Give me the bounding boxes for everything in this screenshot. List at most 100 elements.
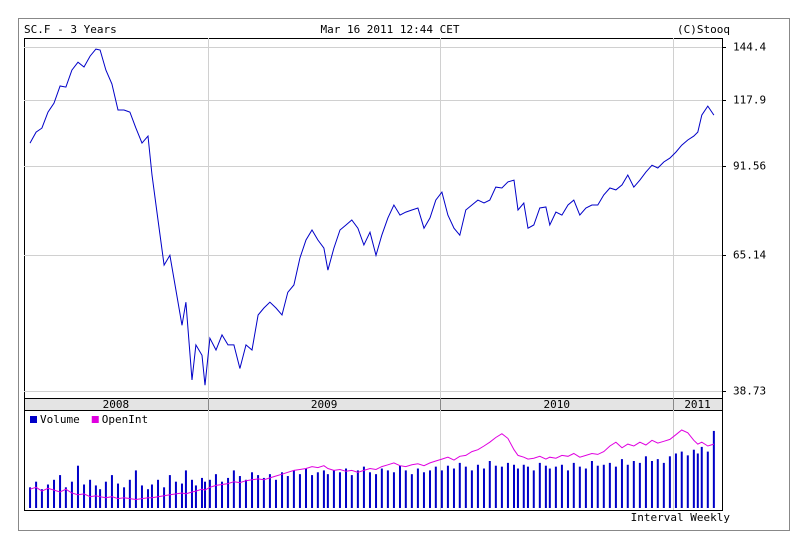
volume-bar [238,476,241,508]
volume-bar [706,451,709,508]
y-tick-label: 117.9 [733,94,766,107]
volume-bar [208,479,211,508]
y-tick-label: 144.4 [733,41,766,54]
legend-swatch [91,416,99,423]
volume-bar [494,465,497,508]
volume-bar [560,464,563,508]
volume-bar [345,468,348,508]
volume-bar [516,468,519,508]
volume-bar [64,487,67,508]
volume-bar [200,477,203,508]
volume-bar [458,462,461,508]
volume-bar [548,468,551,508]
volume-bar [538,462,541,508]
volume-bar [262,477,265,508]
volume-bar [116,483,119,508]
volume-bar [476,464,479,508]
volume-bar [214,474,217,508]
volume-bar [410,474,413,508]
volume-bar [602,464,605,508]
volume-bar [83,484,86,508]
volume-bar [398,465,401,508]
volume-bar [700,446,703,508]
volume-bar [362,466,365,508]
volume-bar [40,489,43,508]
y-tick-label: 38.73 [733,385,766,398]
volume-bar [292,470,295,508]
source: (C)Stooq [677,23,730,36]
volume-bar [566,470,569,508]
volume-bar [227,477,230,508]
legend-swatch [30,416,37,423]
volume-bar [281,472,284,508]
x-tick-label: 2011 [684,398,711,411]
volume-bar [464,466,467,508]
interval-label: Interval Weekly [631,511,731,524]
volume-bar [590,461,593,508]
volume-bar [696,453,699,508]
volume-bar [380,468,383,508]
x-tick-label: 2010 [544,398,571,411]
volume-bar [53,479,56,508]
volume-bar [416,468,419,508]
x-tick-label: 2009 [311,398,338,411]
volume-bar [674,453,677,508]
volume-bar [578,466,581,508]
x-tick-label: 2008 [103,398,130,411]
volume-bar [286,476,289,508]
volume-bar [392,472,395,508]
volume-bar [404,470,407,508]
volume-bar [608,462,611,508]
volume-bar [680,451,683,508]
volume-bar [46,484,49,508]
volume-bar [184,470,187,508]
volume-bar [526,466,529,508]
volume-bar [488,461,491,508]
volume-bar [482,468,485,508]
volume-bar [632,461,635,508]
volume-bar [94,485,97,508]
year-band [24,398,723,411]
volume-bar [452,468,455,508]
volume-bar [614,466,617,508]
volume-bar [244,479,247,508]
volume-bar [128,479,131,508]
volume-bar [326,474,329,508]
volume-bar [311,475,314,508]
volume-bar [338,472,341,508]
volume-bar [150,484,153,508]
volume-bar [650,461,653,508]
volume-bar [251,472,254,508]
volume-bar [163,487,166,508]
volume-bar [322,470,325,508]
volume-bar [356,470,359,508]
volume-bar [304,468,307,508]
volume-bar [110,475,113,508]
volume-bar [626,464,629,508]
volume-bar [554,466,557,508]
volume-bar [668,456,671,508]
volume-bar [712,430,715,508]
volume-bar [76,465,79,508]
volume-bar [544,465,547,508]
volume-bar [190,479,193,508]
volume-bar [140,485,143,508]
y-tick-label: 65.14 [733,249,766,262]
volume-bar [386,470,389,508]
volume-bar [332,470,335,508]
openint-line [29,429,715,501]
volume-bar [204,481,207,508]
volume-bar [316,472,319,508]
volume-bar [104,481,107,508]
legend-label: Volume [40,413,80,426]
volume-bar [350,475,353,508]
volume-bar [375,474,378,508]
volume-bar [268,474,271,508]
volume-bar [180,483,183,508]
volume-bar [644,456,647,508]
volume-bar [638,462,641,508]
volume-bar [35,481,38,508]
volume-bar [368,472,371,508]
volume-bar [157,479,160,508]
